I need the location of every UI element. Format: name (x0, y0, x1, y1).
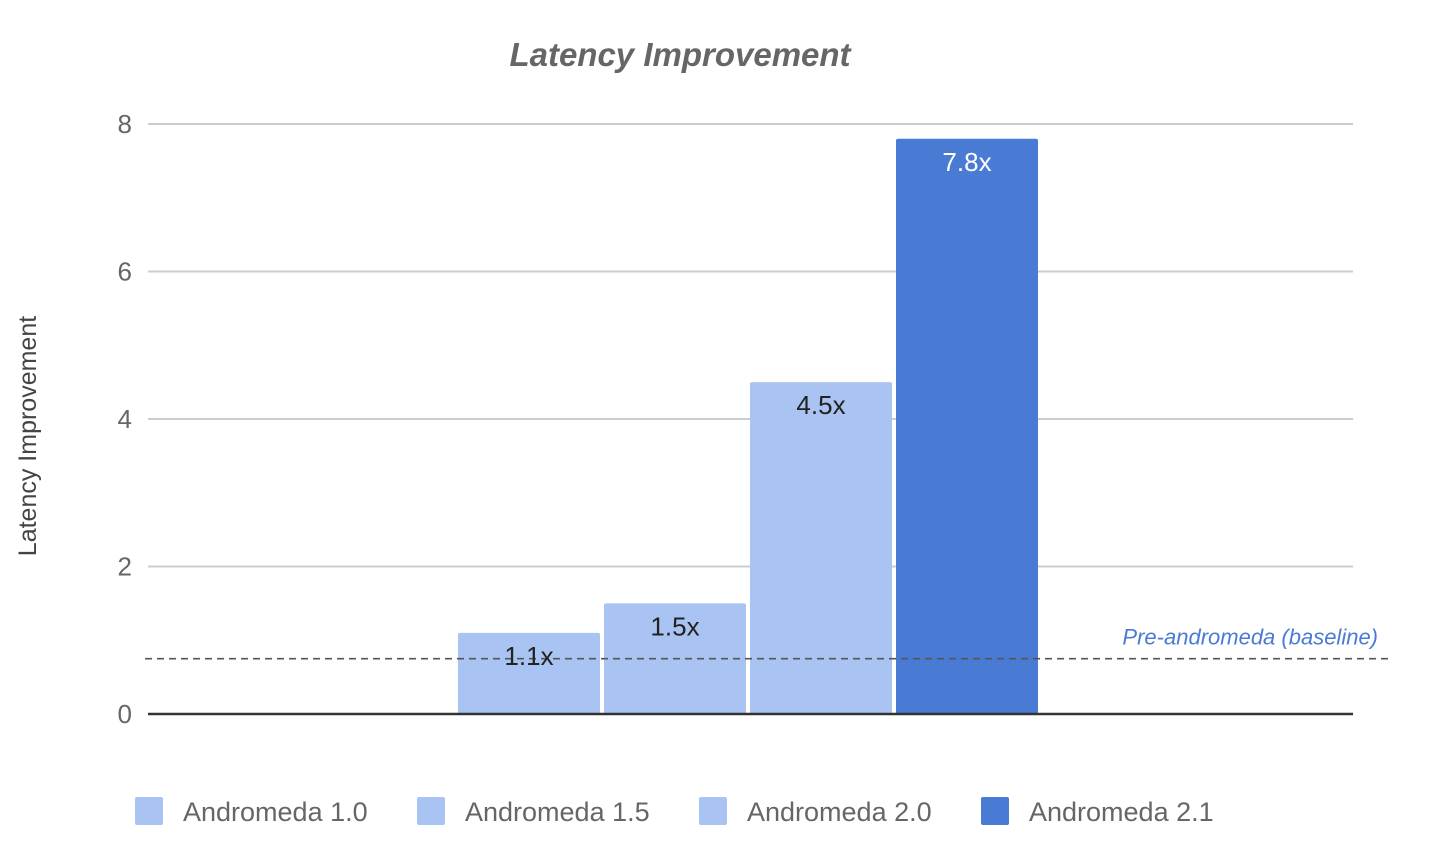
bar-data-label: 1.5x (650, 611, 699, 641)
y-axis-ticks: 0 2 4 6 8 (118, 109, 132, 729)
legend-label: Andromeda 1.5 (465, 797, 650, 827)
bar-data-label: 1.1x (504, 641, 553, 671)
chart-title: Latency Improvement (509, 36, 852, 73)
legend-swatch (699, 797, 727, 825)
baseline-label: Pre-andromeda (baseline) (1122, 625, 1378, 650)
y-tick-label: 8 (118, 109, 132, 139)
baseline-group: Pre-andromeda (baseline) (145, 625, 1390, 660)
y-tick-label: 4 (118, 404, 132, 434)
legend-swatch (981, 797, 1009, 825)
y-axis-label: Latency Improvement (14, 316, 42, 556)
legend-swatch (417, 797, 445, 825)
bar-data-label: 4.5x (796, 390, 845, 420)
y-tick-label: 6 (118, 257, 132, 287)
legend-label: Andromeda 2.1 (1029, 797, 1214, 827)
bar-data-label: 7.8x (942, 147, 991, 177)
bar (458, 632, 600, 714)
y-tick-label: 0 (118, 699, 132, 729)
bar (896, 138, 1038, 714)
legend-label: Andromeda 1.0 (183, 797, 368, 827)
data-labels: 1.1x 1.5x 4.5x 7.8x (504, 147, 991, 671)
y-tick-label: 2 (118, 552, 132, 582)
bar (750, 382, 892, 714)
bars (458, 138, 1038, 714)
legend-swatch (135, 797, 163, 825)
legend-label: Andromeda 2.0 (747, 797, 932, 827)
legend: Andromeda 1.0 Andromeda 1.5 Andromeda 2.0 A… (135, 797, 1214, 827)
